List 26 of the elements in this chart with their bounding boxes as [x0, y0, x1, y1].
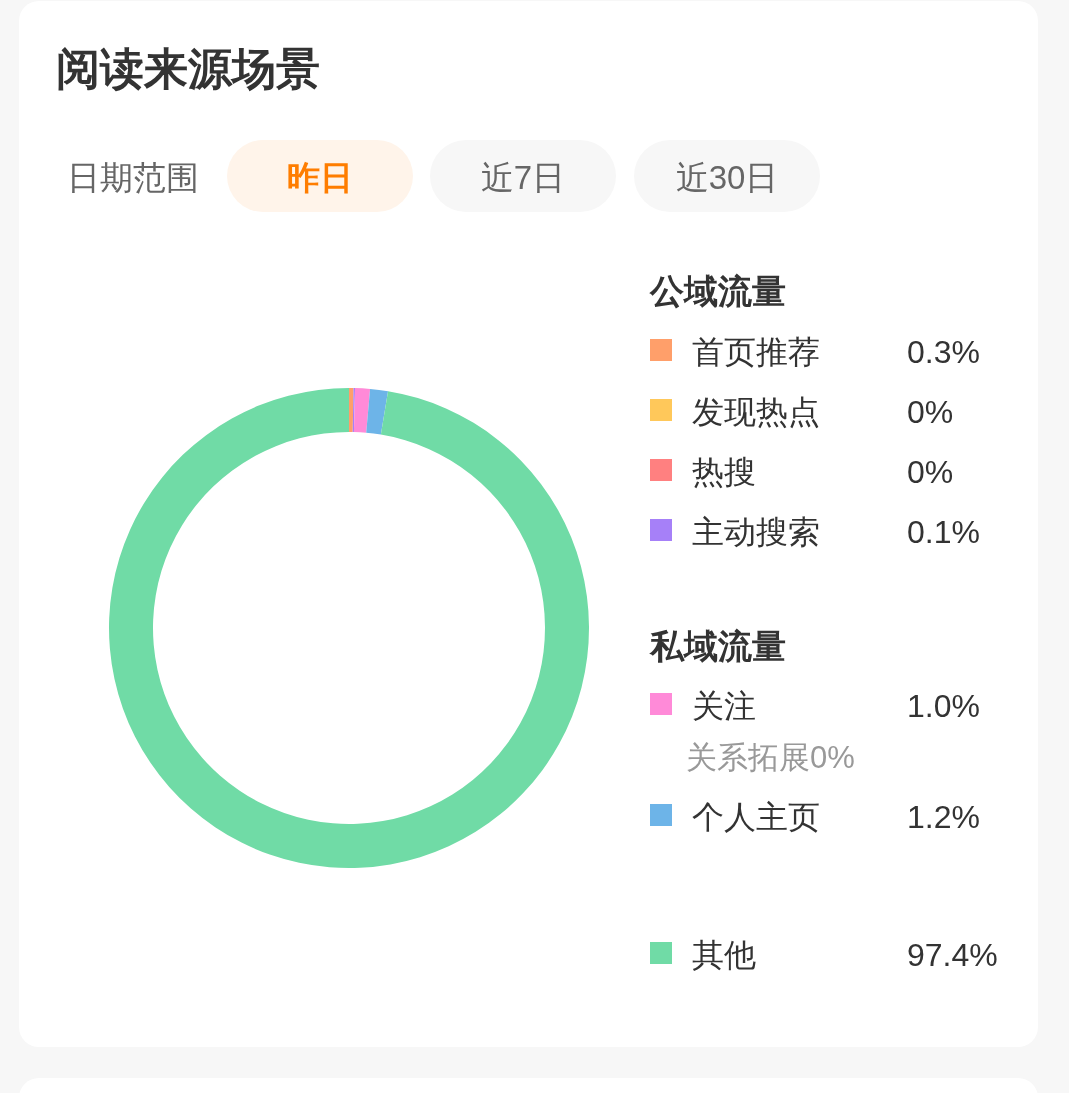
donut-slice [109, 388, 589, 868]
data-label: 1.2% [907, 799, 980, 835]
data-label: 0.3% [907, 334, 980, 370]
donut-slice [352, 388, 356, 433]
legend-label: 主动搜索 [692, 514, 820, 550]
donut-slice [349, 388, 354, 433]
text: 关系拓展0% [686, 739, 855, 775]
legend-label: 发现热点 [692, 394, 820, 430]
legend-label: 个人主页 [692, 799, 820, 835]
data-label: 1.0% [907, 688, 980, 724]
data-label: 0.1% [907, 514, 980, 550]
legend-label: 首页推荐 [692, 334, 820, 370]
date-range-button[interactable]: 近30日 [634, 140, 820, 212]
legend-label: 热搜 [692, 454, 756, 490]
legend-label: 其他 [692, 937, 756, 973]
donut-slice [366, 388, 389, 435]
text: 0% [907, 394, 954, 430]
data-label: 97.4% [907, 937, 998, 973]
text: 公域流量 [649, 272, 786, 310]
chart-title: 阅读来源场景 [56, 43, 320, 93]
text: 0% [907, 454, 954, 490]
legend-label: 关注 [692, 688, 756, 724]
text: 日期范围 [67, 158, 199, 196]
text: 私域流量 [649, 627, 786, 665]
donut-slice [353, 388, 371, 433]
date-range-button[interactable]: 近7日 [430, 140, 616, 212]
